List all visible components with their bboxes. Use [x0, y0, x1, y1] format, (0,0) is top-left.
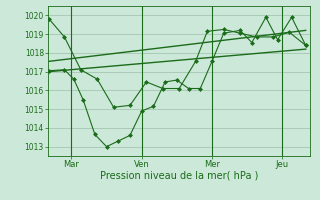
X-axis label: Pression niveau de la mer( hPa ): Pression niveau de la mer( hPa ): [100, 171, 258, 181]
